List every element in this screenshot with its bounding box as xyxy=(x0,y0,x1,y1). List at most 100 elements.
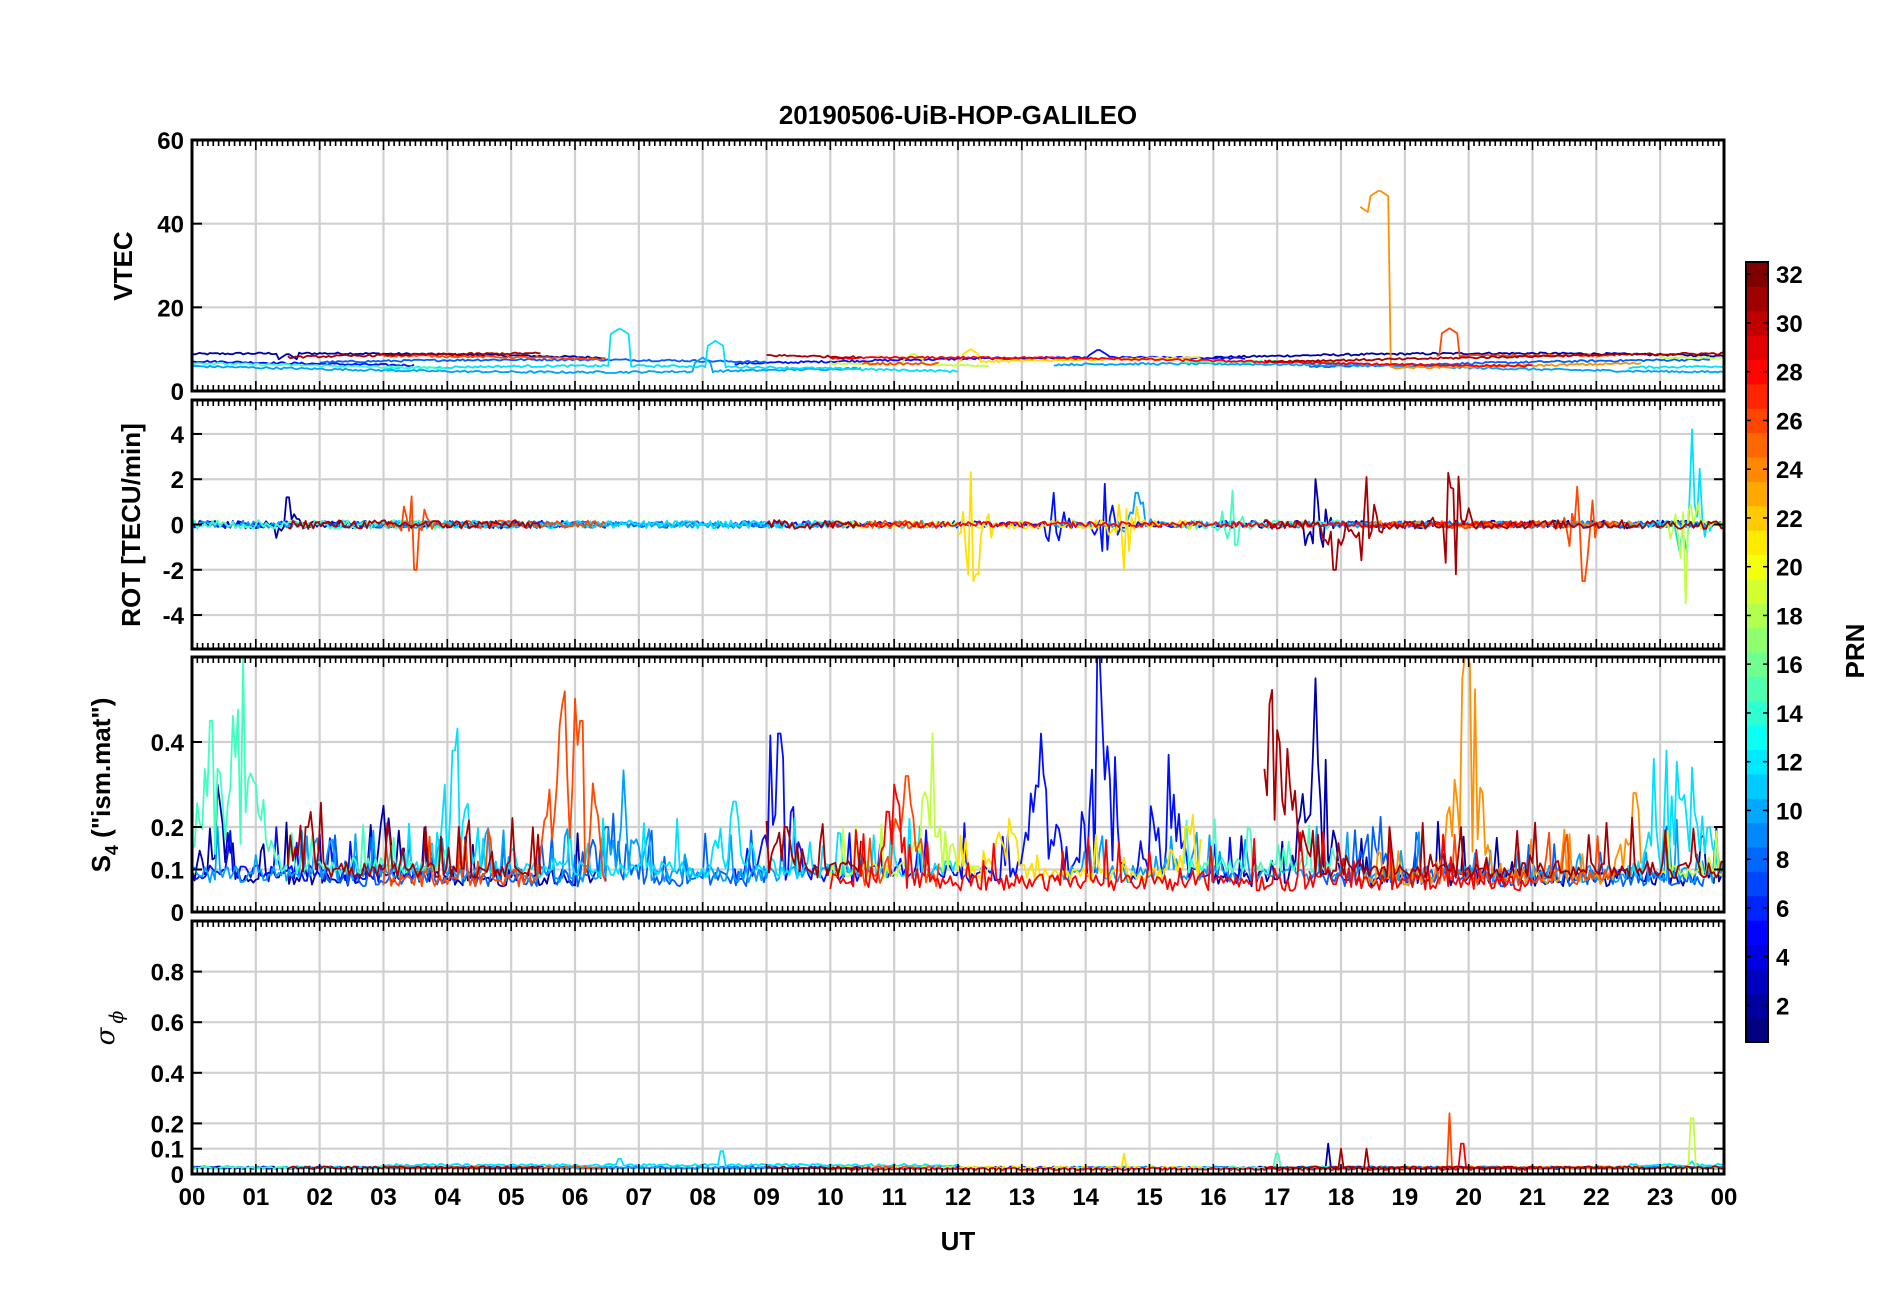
vtec-y-ticks: 0 20 40 60 xyxy=(157,128,1724,406)
x-tick-label: 16 xyxy=(1200,1184,1227,1211)
x-tick-label: 07 xyxy=(625,1184,652,1211)
colorbar-cell xyxy=(1746,773,1768,799)
colorbar-tick-label: 18 xyxy=(1776,603,1803,630)
colorbar-cell xyxy=(1746,652,1768,677)
colorbar-cell xyxy=(1746,530,1768,555)
rot-series-prn-26 xyxy=(1436,485,1617,582)
rot-y-ticks: -4 -2 0 2 4 xyxy=(163,422,1724,630)
colorbar-tick-label: 28 xyxy=(1776,360,1803,387)
sigma-y-label-sub: ϕ xyxy=(106,1011,128,1024)
colorbar-cell xyxy=(1746,262,1768,287)
rot-y-tick-label: 2 xyxy=(171,467,184,494)
vtec-series-prn-9 xyxy=(1053,361,1723,374)
sigma-y-label: σϕ xyxy=(91,1011,128,1046)
s4-series-prn-26 xyxy=(1435,831,1617,887)
s4-y-tick-label: 0.1 xyxy=(151,858,184,885)
sigma-y-tick-label: 0.4 xyxy=(151,1061,185,1088)
chart-title: 20190506-UiB-HOP-GALILEO xyxy=(779,100,1137,130)
vtec-series-prn-19 xyxy=(829,353,989,368)
vtec-series-prn-26 xyxy=(383,353,606,361)
colorbar-cell xyxy=(1746,383,1768,409)
colorbar-tick-label: 16 xyxy=(1776,652,1803,679)
sigma-y-tick-label: 0.1 xyxy=(151,1137,184,1164)
sigma-y-tick-label: 0.2 xyxy=(151,1111,184,1138)
colorbar-cell xyxy=(1746,505,1768,531)
rot-y-tick-label: -2 xyxy=(163,558,184,585)
colorbar-cell xyxy=(1746,359,1768,385)
x-tick-label: 08 xyxy=(689,1184,716,1211)
x-tick-label: 11 xyxy=(881,1184,906,1211)
colorbar-cell xyxy=(1746,457,1768,482)
s4-series-prn-12 xyxy=(1627,749,1724,879)
vtec-series-prn-24 xyxy=(1359,190,1642,370)
s4-minor-ticks xyxy=(196,657,1720,912)
vtec-series-prn-29 xyxy=(829,355,1533,368)
colorbar-cell xyxy=(1746,432,1768,458)
rot-minor-ticks xyxy=(196,400,1720,649)
x-tick-label: 06 xyxy=(562,1184,589,1211)
vtec-series-prn-15 xyxy=(192,361,446,371)
colorbar-tick-label: 22 xyxy=(1776,506,1803,533)
rot-series-prn-1 xyxy=(192,496,607,539)
vtec-series-prn-15 xyxy=(1181,359,1341,365)
s4-series-prn-31 xyxy=(286,801,542,879)
colorbar-cell xyxy=(1746,749,1768,775)
vtec-grid xyxy=(192,140,1724,391)
vtec-series-prn-26 xyxy=(861,361,939,366)
s4-panel: 0 0.1 0.2 0.4 S4 ("ism.mat") xyxy=(86,655,1726,927)
x-tick-label: 00 xyxy=(179,1184,206,1211)
colorbar-tick-label: 2 xyxy=(1776,993,1789,1020)
rot-y-tick-label: 4 xyxy=(171,422,185,449)
colorbar-tick-label: 24 xyxy=(1776,457,1803,484)
s4-series-prn-31 xyxy=(1263,689,1724,879)
vtec-series-prn-31 xyxy=(1263,351,1724,364)
colorbar-cell xyxy=(1746,847,1768,872)
colorbar-cell xyxy=(1746,676,1768,702)
sigma-y-ticks: 00.10.2 0.4 0.6 0.8 xyxy=(151,960,1724,1189)
s4-series-prn-29 xyxy=(829,783,1534,892)
sigma-y-tick-label: 0.8 xyxy=(151,960,184,987)
vtec-series xyxy=(192,190,1724,375)
vtec-minor-ticks xyxy=(196,140,1720,391)
s4-y-ticks: 0 0.1 0.2 0.4 xyxy=(151,730,1724,927)
colorbar-tick-label: 32 xyxy=(1776,262,1803,289)
sigma-minor-ticks xyxy=(196,921,1720,1174)
vtec-y-label: VTEC xyxy=(108,231,138,301)
rot-y-label: ROT [TECU/min] xyxy=(116,423,146,627)
rot-series-prn-26 xyxy=(382,495,606,571)
colorbar-cell xyxy=(1746,920,1768,945)
x-tick-label: 03 xyxy=(370,1184,397,1211)
colorbar-tick-label: 30 xyxy=(1776,311,1803,338)
sigma-series-prn-12 xyxy=(383,1150,959,1168)
sigma-panel: 00.10.2 0.4 0.6 0.8 σϕ xyxy=(91,919,1726,1189)
x-tick-label: 05 xyxy=(498,1184,525,1211)
colorbar-tick-label: 8 xyxy=(1776,847,1789,874)
colorbar-gradient xyxy=(1746,262,1768,1043)
colorbar-tick-label: 6 xyxy=(1776,896,1789,923)
x-tick-label: 17 xyxy=(1264,1184,1291,1211)
s4-series-prn-31 xyxy=(765,820,862,879)
sigma-y-tick-label: 0.6 xyxy=(151,1010,184,1037)
x-tick-label: 15 xyxy=(1136,1184,1163,1211)
x-tick-label: 21 xyxy=(1519,1184,1546,1211)
vtec-series-prn-6 xyxy=(319,357,767,364)
rot-series-prn-31 xyxy=(1264,471,1724,576)
colorbar-cell xyxy=(1746,944,1768,970)
sigma-y-tick-label: 0 xyxy=(171,1162,184,1189)
x-tick-label: 02 xyxy=(306,1184,333,1211)
x-tick-label: 10 xyxy=(817,1184,844,1211)
colorbar-cell xyxy=(1746,310,1768,336)
x-tick-label: 13 xyxy=(1008,1184,1035,1211)
x-tick-labels: 00 01 02 03 04 05 06 07 08 09 10 11 12 13 14 15 16 17 18 19… xyxy=(179,1184,1738,1211)
s4-series-prn-19 xyxy=(1659,829,1724,879)
colorbar-tick-label: 26 xyxy=(1776,408,1803,435)
colorbar-cell xyxy=(1746,627,1768,653)
rot-series-prn-6 xyxy=(319,520,768,529)
x-tick-label: 12 xyxy=(945,1184,972,1211)
colorbar-frame xyxy=(1745,261,1769,1043)
colorbar-cell xyxy=(1746,822,1768,848)
vtec-panel: 0 20 40 60 VTEC xyxy=(108,128,1726,406)
colorbar-cell xyxy=(1746,578,1768,604)
